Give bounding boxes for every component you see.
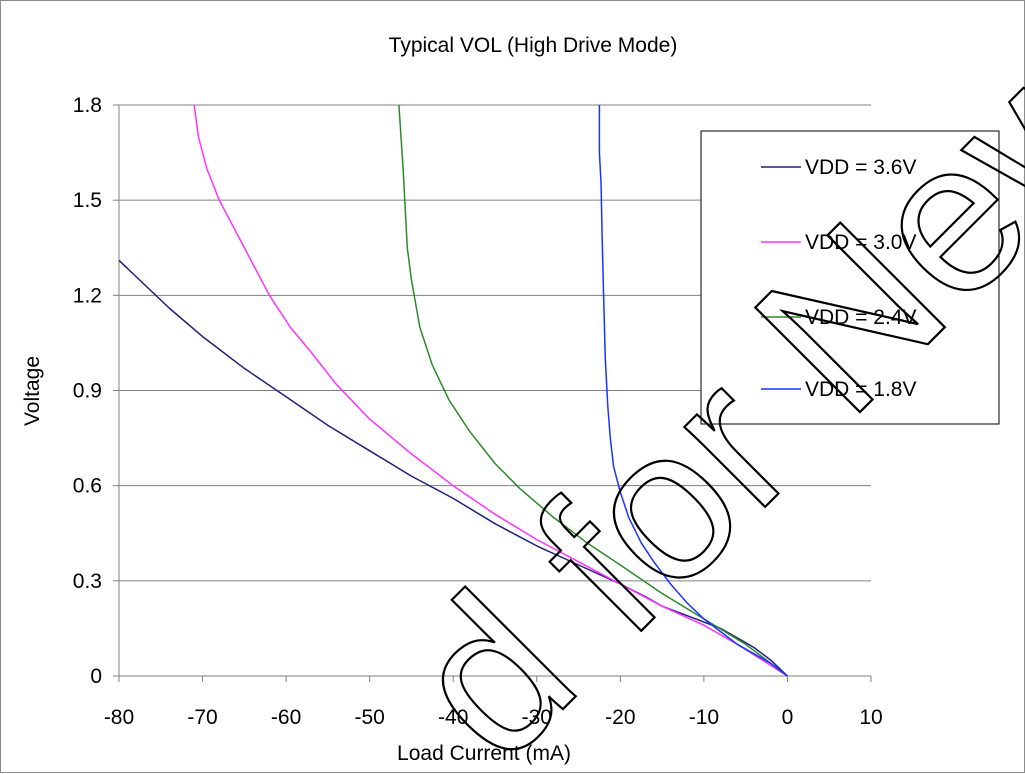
axis-layer: 0 0.3 0.6 0.9 1.2 1.5 1.8 -80 -70 -60 -50 -40 -30 -20… bbox=[73, 94, 883, 729]
series-layer bbox=[118, 104, 788, 677]
legend: VDD = 3.6V VDD = 3.0V VDD = 2.4V VDD = 1.8V bbox=[700, 130, 1000, 425]
grid-layer bbox=[119, 104, 871, 582]
y-tick-label-6: 1.8 bbox=[73, 94, 102, 117]
legend-label-1: VDD = 3.0V bbox=[805, 231, 916, 254]
watermark: d for New De bbox=[363, 1, 1025, 774]
x-tick-label-9: 10 bbox=[859, 706, 882, 729]
y-tick-label-2: 0.6 bbox=[73, 475, 102, 498]
series-line-3 bbox=[598, 105, 788, 677]
x-axis-label: Load Current (mA) bbox=[397, 742, 571, 765]
y-tick-label-1: 0.3 bbox=[73, 570, 102, 593]
x-tick-label-2: -60 bbox=[271, 706, 301, 729]
x-tick-label-1: -70 bbox=[187, 706, 217, 729]
y-tick-label-0: 0 bbox=[90, 665, 102, 688]
x-tick-label-4: -40 bbox=[438, 706, 468, 729]
legend-label-3: VDD = 1.8V bbox=[805, 378, 916, 401]
legend-box bbox=[700, 130, 1000, 425]
legend-label-0: VDD = 3.6V bbox=[805, 156, 916, 179]
y-tick-label-5: 1.5 bbox=[73, 189, 102, 212]
series-line-0 bbox=[118, 259, 788, 677]
y-tick-label-3: 0.9 bbox=[73, 380, 102, 403]
y-axis-label: Voltage bbox=[21, 356, 44, 426]
legend-label-2: VDD = 2.4V bbox=[805, 306, 916, 329]
series-line-1 bbox=[193, 104, 788, 677]
x-tick-label-3: -50 bbox=[354, 706, 384, 729]
x-tick-label-7: -10 bbox=[689, 706, 719, 729]
x-tick-label-5: -30 bbox=[522, 706, 552, 729]
chart-title: Typical VOL (High Drive Mode) bbox=[389, 34, 678, 57]
series-line-2 bbox=[398, 104, 788, 677]
x-tick-label-0: -80 bbox=[104, 706, 134, 729]
x-tick-label-6: -20 bbox=[605, 706, 635, 729]
y-tick-label-4: 1.2 bbox=[73, 284, 102, 307]
x-tick-label-8: 0 bbox=[782, 706, 794, 729]
